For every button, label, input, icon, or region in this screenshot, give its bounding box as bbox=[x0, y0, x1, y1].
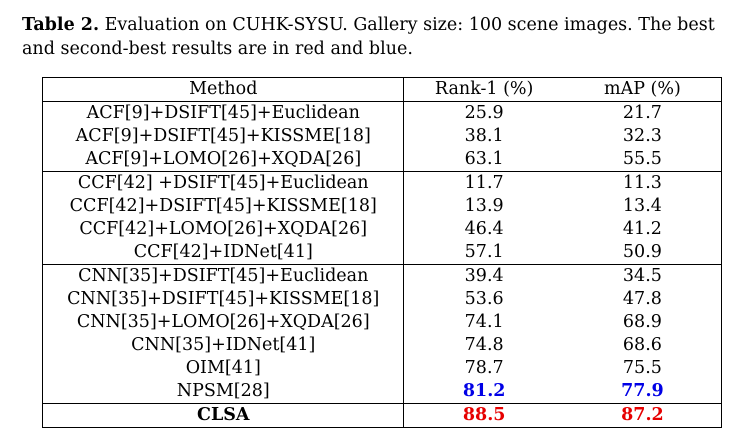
cell-rank1: 74.1 bbox=[464, 312, 504, 332]
cell-map-second-best: 77.9 bbox=[563, 380, 722, 404]
cell-method: CNN[35]+DSIFT[45]+KISSME[18] bbox=[41, 288, 405, 311]
table-row: CCF[42]+DSIFT[45]+KISSME[18] 13.9 13.4 bbox=[41, 195, 722, 218]
header-map: mAP (%) bbox=[563, 77, 722, 102]
table-row: CCF[42] +DSIFT[45]+Euclidean 11.7 11.3 bbox=[41, 171, 722, 195]
cell-rank1: 78.7 bbox=[464, 358, 504, 378]
cell-method: CCF[42]+LOMO[26]+XQDA[26] bbox=[41, 218, 405, 241]
table-caption: Table 2. Evaluation on CUHK-SYSU. Galler… bbox=[22, 13, 744, 61]
cell-method: CNN[35]+LOMO[26]+XQDA[26] bbox=[41, 311, 405, 334]
cell-rank1: 39.4 bbox=[403, 264, 564, 288]
cell-method-ours: CLSA bbox=[41, 403, 405, 428]
cell-rank1-second-best: 81.2 bbox=[462, 381, 506, 401]
table-row: CLSA 88.5 87.2 bbox=[41, 403, 722, 428]
cell-map: 11.3 bbox=[563, 171, 722, 195]
cell-rank1: 53.6 bbox=[464, 289, 504, 309]
cell-method: CNN[35]+IDNet[41] bbox=[41, 334, 405, 357]
table-row: CNN[35]+IDNet[41] 74.8 68.6 bbox=[41, 334, 722, 357]
cell-rank1: 63.1 bbox=[464, 149, 504, 169]
header-method: Method bbox=[41, 77, 405, 102]
cell-method: NPSM[28] bbox=[41, 380, 405, 404]
cell-rank1-best: 88.5 bbox=[403, 403, 564, 428]
table-row: ACF[9]+LOMO[26]+XQDA[26] 63.1 55.5 bbox=[41, 148, 722, 172]
cell-rank1: 11.7 bbox=[403, 171, 564, 195]
header-rank1: Rank-1 (%) bbox=[403, 77, 564, 102]
cell-method: ACF[9]+LOMO[26]+XQDA[26] bbox=[41, 148, 405, 172]
cell-method: CNN[35]+DSIFT[45]+Euclidean bbox=[41, 264, 405, 288]
cell-method: CCF[42]+IDNet[41] bbox=[41, 241, 405, 265]
table-row: OIM[41] 78.7 75.5 bbox=[41, 357, 722, 380]
cell-map: 68.9 bbox=[563, 311, 722, 334]
caption-label: Table 2. bbox=[22, 15, 100, 35]
cell-method: ACF[9]+DSIFT[45]+Euclidean bbox=[41, 101, 405, 125]
table-row: CCF[42]+IDNet[41] 57.1 50.9 bbox=[41, 241, 722, 265]
table-row: CCF[42]+LOMO[26]+XQDA[26] 46.4 41.2 bbox=[41, 218, 722, 241]
cell-method: OIM[41] bbox=[41, 357, 405, 380]
cell-map: 55.5 bbox=[563, 148, 722, 172]
cell-method: CCF[42]+DSIFT[45]+KISSME[18] bbox=[41, 195, 405, 218]
cell-map: 34.5 bbox=[563, 264, 722, 288]
table-row: ACF[9]+DSIFT[45]+KISSME[18] 38.1 32.3 bbox=[41, 125, 722, 148]
table-header-row: Method Rank-1 (%) mAP (%) bbox=[41, 77, 722, 102]
cell-map: 50.9 bbox=[563, 241, 722, 265]
cell-rank1: 57.1 bbox=[464, 242, 504, 262]
cell-map: 75.5 bbox=[563, 357, 722, 380]
table-row: CNN[35]+DSIFT[45]+Euclidean 39.4 34.5 bbox=[41, 264, 722, 288]
cell-map: 68.6 bbox=[563, 334, 722, 357]
cell-map-best: 87.2 bbox=[563, 403, 722, 428]
cell-rank1: 38.1 bbox=[464, 126, 504, 146]
cell-map: 21.7 bbox=[563, 101, 722, 125]
cell-map: 47.8 bbox=[563, 288, 722, 311]
caption-text: Evaluation on CUHK-SYSU. Gallery size: 1… bbox=[22, 15, 715, 59]
cell-rank1: 74.8 bbox=[464, 335, 504, 355]
cell-method: ACF[9]+DSIFT[45]+KISSME[18] bbox=[41, 125, 405, 148]
table-row: CNN[35]+DSIFT[45]+KISSME[18] 53.6 47.8 bbox=[41, 288, 722, 311]
table-row: CNN[35]+LOMO[26]+XQDA[26] 74.1 68.9 bbox=[41, 311, 722, 334]
cell-rank1: 25.9 bbox=[464, 103, 504, 123]
cell-map: 32.3 bbox=[563, 125, 722, 148]
table-row: NPSM[28] 81.2 77.9 bbox=[41, 380, 722, 404]
table-row: ACF[9]+DSIFT[45]+Euclidean 25.9 21.7 bbox=[41, 101, 722, 125]
cell-rank1: 46.4 bbox=[464, 219, 504, 239]
cell-rank1: 13.9 bbox=[464, 196, 504, 216]
cell-method: CCF[42] +DSIFT[45]+Euclidean bbox=[41, 171, 405, 195]
cell-map: 13.4 bbox=[563, 195, 722, 218]
cell-map: 41.2 bbox=[563, 218, 722, 241]
results-table: Method Rank-1 (%) mAP (%) ACF[9]+DSIFT[4… bbox=[41, 77, 722, 428]
